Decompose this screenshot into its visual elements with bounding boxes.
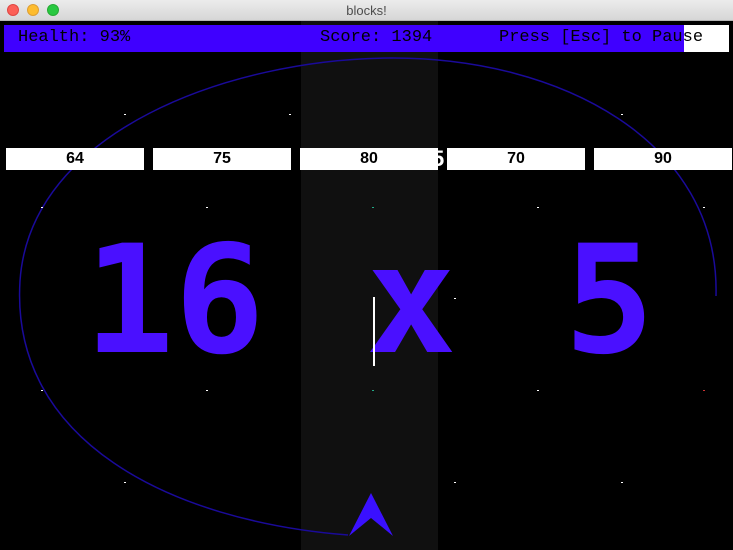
answer-block[interactable]: 90 <box>594 148 732 170</box>
pause-hint: Press [Esc] to Pause <box>499 28 704 47</box>
star <box>537 390 539 391</box>
hud-bar: Health: 93% Score: 1394 Press [Esc] to P… <box>4 25 729 52</box>
star <box>289 114 291 115</box>
question-operator: x <box>366 214 457 388</box>
star <box>206 390 208 391</box>
window-title: blocks! <box>346 3 387 18</box>
star <box>537 207 539 208</box>
answer-block-ghost-digit: 5 <box>432 146 445 171</box>
pause-hint-overlay: Press [Esc] to Pause <box>499 28 729 50</box>
answer-block[interactable]: 64 <box>6 148 144 170</box>
close-window-button[interactable] <box>7 4 19 16</box>
star <box>206 207 208 208</box>
star <box>703 207 705 208</box>
star <box>454 482 456 483</box>
player-lane <box>301 21 438 550</box>
pause-hint-overlay-text: Press [Esc] to Pause <box>499 28 704 47</box>
score-readout: Score: 1394 <box>320 28 433 47</box>
orbit-ellipse <box>18 57 717 536</box>
question-left-operand: 16 <box>84 214 265 388</box>
minimize-window-button[interactable] <box>27 4 39 16</box>
star <box>124 298 126 299</box>
star <box>372 207 374 208</box>
ship-arrow-icon[interactable] <box>347 491 395 537</box>
star <box>372 390 374 391</box>
star <box>621 482 623 483</box>
star <box>41 207 43 208</box>
window-titlebar: blocks! <box>0 0 733 21</box>
answer-block[interactable]: 75 <box>153 148 291 170</box>
pause-hint-highlight <box>684 25 729 52</box>
aim-line <box>373 297 375 366</box>
answer-block[interactable]: 70 <box>447 148 585 170</box>
answer-block[interactable]: 80 <box>300 148 438 170</box>
star <box>703 390 705 391</box>
game-canvas[interactable]: Health: 93% Score: 1394 Press [Esc] to P… <box>0 21 733 550</box>
star <box>124 482 126 483</box>
health-readout: Health: 93% <box>18 28 131 47</box>
star <box>41 390 43 391</box>
question-right-operand: 5 <box>564 214 655 388</box>
maximize-window-button[interactable] <box>47 4 59 16</box>
star <box>454 298 456 299</box>
star <box>124 114 126 115</box>
star <box>621 114 623 115</box>
